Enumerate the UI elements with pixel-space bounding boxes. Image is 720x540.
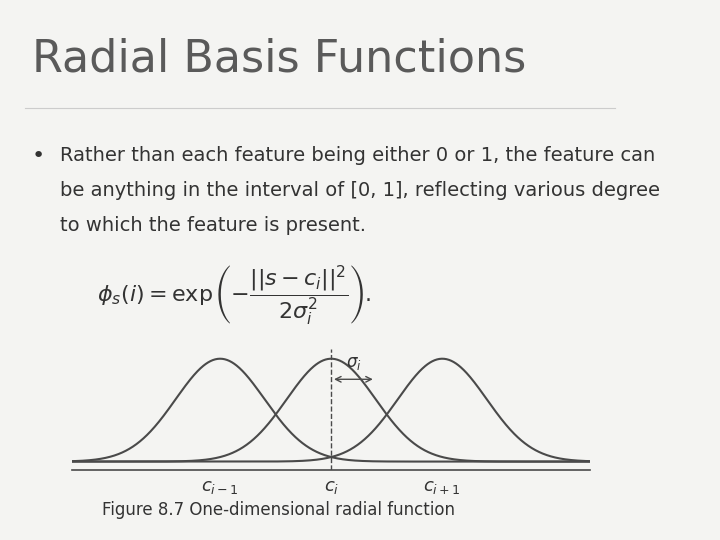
Text: Radial Basis Functions: Radial Basis Functions [32, 38, 526, 81]
Text: be anything in the interval of [0, 1], reflecting various degree: be anything in the interval of [0, 1], r… [60, 181, 660, 200]
Text: Rather than each feature being either 0 or 1, the feature can: Rather than each feature being either 0 … [60, 146, 655, 165]
Text: $\sigma_i$: $\sigma_i$ [346, 354, 361, 372]
Text: Figure 8.7 One-dimensional radial function: Figure 8.7 One-dimensional radial functi… [102, 501, 455, 519]
Text: •: • [32, 146, 45, 166]
Text: $\phi_s(i) = \exp\left(-\dfrac{||s - c_i||^2}{2\sigma_i^2}\right).$: $\phi_s(i) = \exp\left(-\dfrac{||s - c_i… [97, 263, 372, 326]
Text: to which the feature is present.: to which the feature is present. [60, 216, 366, 235]
